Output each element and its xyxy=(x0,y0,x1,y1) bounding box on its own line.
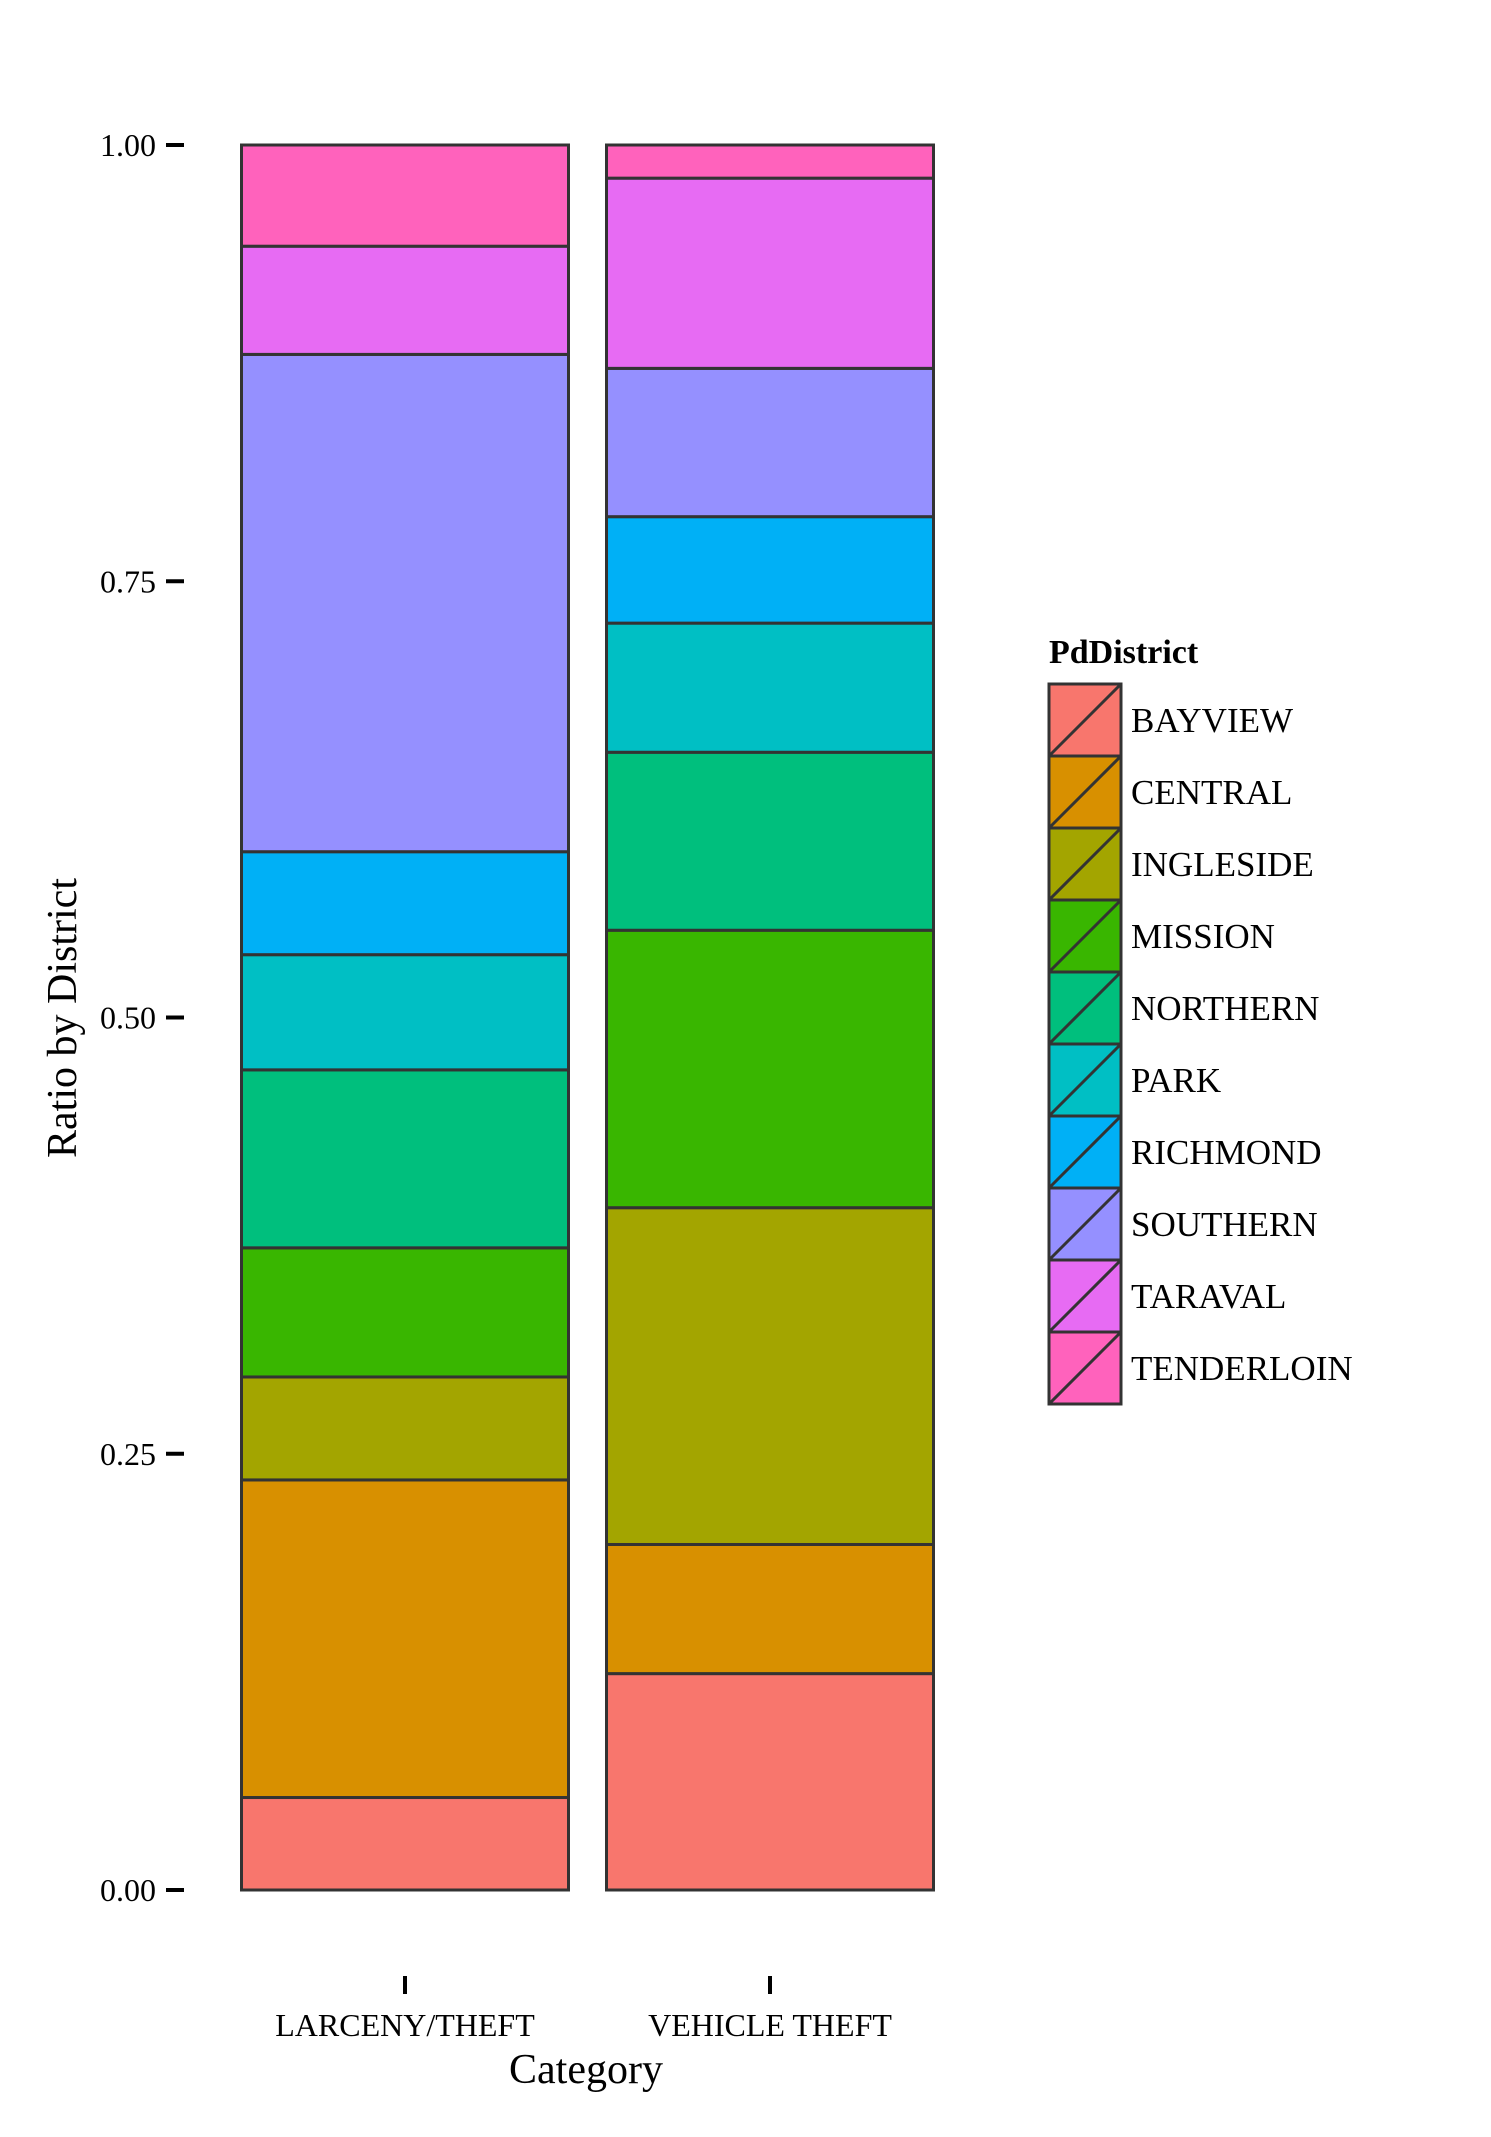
legend-swatch-diagonal xyxy=(1047,1330,1123,1406)
bar-segment-mission xyxy=(605,928,935,1210)
y-tick-label: 0.75 xyxy=(100,563,156,599)
y-tick-label: 0.25 xyxy=(100,1436,156,1472)
legend-label: CENTRAL xyxy=(1131,773,1292,812)
bar-segment-ingleside xyxy=(605,1206,935,1546)
bar-segment-northern xyxy=(605,750,935,932)
x-axis: LARCENY/THEFT VEHICLE THEFT xyxy=(275,1976,892,2043)
legend-swatch-diagonal xyxy=(1047,754,1123,830)
bar-segment-taraval xyxy=(240,244,570,356)
bar-segment-park xyxy=(240,953,570,1072)
bar-segment-mission xyxy=(240,1246,570,1379)
legend-item-ingleside: INGLESIDE xyxy=(1047,826,1314,902)
legend-item-mission: MISSION xyxy=(1047,898,1275,974)
legend-item-richmond: RICHMOND xyxy=(1047,1114,1322,1190)
y-tick-label: 0.00 xyxy=(100,1872,156,1908)
legend-item-northern: NORTHERN xyxy=(1047,970,1319,1046)
legend-item-taraval: TARAVAL xyxy=(1047,1258,1286,1334)
bar-stack-0 xyxy=(240,143,570,1892)
legend-item-tenderloin: TENDERLOIN xyxy=(1047,1330,1353,1406)
legend-item-park: PARK xyxy=(1047,1042,1221,1118)
x-tick-label: VEHICLE THEFT xyxy=(648,2007,892,2043)
bar-segment-bayview xyxy=(605,1672,935,1892)
y-axis: 0.00 0.25 0.50 0.75 1.00 xyxy=(100,127,184,1908)
legend-label: INGLESIDE xyxy=(1131,845,1314,884)
legend-item-central: CENTRAL xyxy=(1047,754,1292,830)
legend-swatch-diagonal xyxy=(1047,1186,1123,1262)
legend-swatch-diagonal xyxy=(1047,1114,1123,1190)
legend-label: NORTHERN xyxy=(1131,989,1319,1028)
legend-item-southern: SOUTHERN xyxy=(1047,1186,1318,1262)
y-tick-label: 1.00 xyxy=(100,127,156,163)
bar-segment-tenderloin xyxy=(605,143,935,180)
bar-segment-southern xyxy=(605,366,935,519)
bar-stack-1 xyxy=(605,143,935,1892)
legend-swatch-diagonal xyxy=(1047,826,1123,902)
bar-segment-central xyxy=(240,1478,570,1800)
legend-swatch-diagonal xyxy=(1047,898,1123,974)
bar-segment-ingleside xyxy=(240,1375,570,1482)
bar-segment-taraval xyxy=(605,176,935,370)
bar-segment-northern xyxy=(240,1068,570,1250)
legend-swatch-diagonal xyxy=(1047,1042,1123,1118)
legend-label: TENDERLOIN xyxy=(1131,1349,1353,1388)
legend-label: SOUTHERN xyxy=(1131,1205,1318,1244)
x-axis-title: Category xyxy=(509,2047,663,2093)
bar-segment-southern xyxy=(240,352,570,854)
bar-segment-central xyxy=(605,1542,935,1676)
legend-item-bayview: BAYVIEW xyxy=(1047,682,1293,758)
bars-layer xyxy=(240,143,935,1892)
legend-swatch-diagonal xyxy=(1047,970,1123,1046)
legend-items: BAYVIEW CENTRAL INGLESIDE MISSION NORTHERN PA… xyxy=(1047,682,1353,1406)
bar-segment-bayview xyxy=(240,1796,570,1892)
legend-label: PARK xyxy=(1131,1061,1221,1100)
bar-segment-tenderloin xyxy=(240,143,570,248)
legend-swatch-diagonal xyxy=(1047,1258,1123,1334)
legend-swatch-diagonal xyxy=(1047,682,1123,758)
legend-label: TARAVAL xyxy=(1131,1277,1286,1316)
legend-title: PdDistrict xyxy=(1049,634,1199,671)
bar-segment-richmond xyxy=(240,850,570,957)
legend-label: BAYVIEW xyxy=(1131,701,1293,740)
y-tick-label: 0.50 xyxy=(100,1000,156,1036)
legend: PdDistrict BAYVIEW CENTRAL INGLESIDE MISSIO… xyxy=(1047,634,1353,1406)
legend-label: MISSION xyxy=(1131,917,1275,956)
y-axis-title: Ratio by District xyxy=(40,878,86,1158)
bar-segment-park xyxy=(605,621,935,754)
bar-segment-richmond xyxy=(605,515,935,625)
x-tick-label: LARCENY/THEFT xyxy=(275,2007,535,2043)
legend-label: RICHMOND xyxy=(1131,1133,1322,1172)
